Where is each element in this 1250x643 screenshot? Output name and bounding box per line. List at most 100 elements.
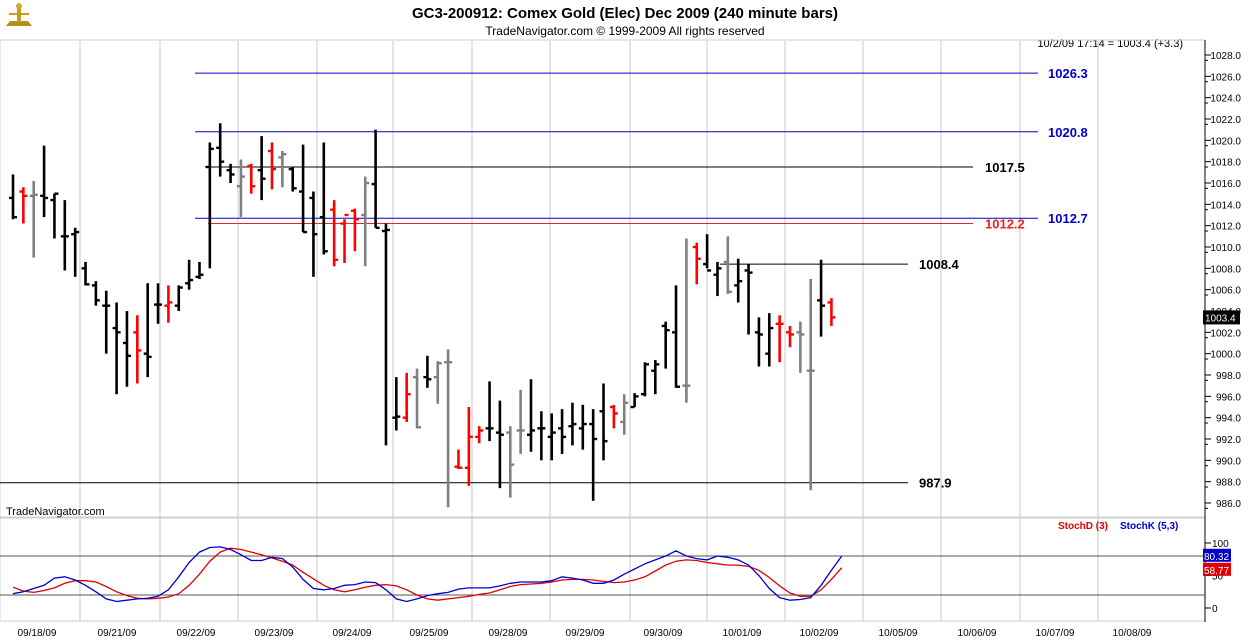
y-tick-label: 1028.0 <box>1210 51 1241 62</box>
ohlc-bar <box>216 123 225 177</box>
ohlc-bar <box>433 361 442 404</box>
ohlc-bar <box>537 411 546 461</box>
y-tick-label: 1024.0 <box>1210 94 1241 105</box>
stoch-line <box>12 546 843 603</box>
ohlc-bar <box>464 407 473 486</box>
x-tick-label: 10/06/09 <box>958 628 997 639</box>
ohlc-bar <box>257 136 266 201</box>
ohlc-bar <box>392 377 401 431</box>
ohlc-bar <box>319 142 328 255</box>
level-label: 1017.5 <box>985 160 1025 175</box>
ohlc-bar <box>9 174 17 220</box>
ohlc-bar <box>786 325 794 348</box>
ohlc-bar <box>195 261 204 279</box>
ohlc-bar <box>599 383 608 461</box>
ohlc-bar <box>547 413 556 461</box>
ohlc-bar <box>444 349 453 508</box>
ohlc-bar <box>609 404 618 429</box>
level-label: 1020.8 <box>1048 125 1088 140</box>
ohlc-bar <box>288 167 297 192</box>
date-axis: 09/18/09 09/21/09 09/22/09 09/23/09 09/24/09… <box>18 628 1152 639</box>
y-tick-label: 1012.0 <box>1210 222 1241 233</box>
ohlc-bar <box>361 176 370 267</box>
ohlc-bar <box>506 426 515 498</box>
legend-stochk: StochK (5,3) <box>1120 521 1178 532</box>
y-tick-label: 996.0 <box>1216 392 1241 403</box>
ohlc-bar <box>765 313 774 367</box>
watermark: TradeNavigator.com <box>6 506 105 518</box>
y-tick-label: 998.0 <box>1216 371 1241 382</box>
y-tick-label: 1026.0 <box>1210 72 1241 83</box>
chart-subtitle: TradeNavigator.com © 1999-2009 All right… <box>485 24 764 38</box>
ohlc-bar <box>661 321 670 369</box>
x-tick-label: 09/25/09 <box>410 628 449 639</box>
x-tick-label: 10/02/09 <box>800 628 839 639</box>
stoch-d-tag <box>1203 562 1231 576</box>
y-tick-label: 1018.0 <box>1210 158 1241 169</box>
ohlc-bar <box>817 259 826 337</box>
ohlc-bar <box>454 449 463 469</box>
ohlc-bar <box>620 394 629 435</box>
ohlc-bar <box>692 242 701 285</box>
ohlc-bar <box>754 317 763 367</box>
ohlc-bar <box>713 261 722 297</box>
y-tick-label: 986.0 <box>1216 499 1241 510</box>
x-tick-label: 10/08/09 <box>1113 628 1152 639</box>
x-tick-label: 09/23/09 <box>255 628 294 639</box>
y-tick-label: 1020.0 <box>1210 136 1241 147</box>
price-levels: 1026.3 1020.8 1017.5 1012.7 1012.2 1008.4 987.… <box>0 66 1088 491</box>
ohlc-bar <box>29 180 38 258</box>
x-tick-label: 10/07/09 <box>1036 628 1075 639</box>
ohlc-bar <box>299 144 308 234</box>
ohlc-bar <box>205 142 214 269</box>
y-tick-label: 1022.0 <box>1210 115 1241 126</box>
x-tick-label: 09/29/09 <box>566 628 605 639</box>
stoch-k-tag-label: 80.32 <box>1204 552 1229 563</box>
x-tick-label: 10/05/09 <box>879 628 918 639</box>
ohlc-bar <box>174 285 183 311</box>
stoch-d-tag-label: 58.77 <box>1204 566 1229 577</box>
chart-title: GC3-200912: Comex Gold (Elec) Dec 2009 (… <box>412 5 838 22</box>
x-tick-label: 09/24/09 <box>333 628 372 639</box>
ohlc-bar <box>423 355 432 388</box>
ohlc-bar <box>402 372 411 422</box>
stoch-line <box>12 547 843 601</box>
ohlc-bar <box>247 163 256 194</box>
last-quote: 10/2/09 17:14 = 1003.4 (+3.3) <box>1037 38 1183 50</box>
y-tick-label: 990.0 <box>1216 456 1241 467</box>
ohlc-bar <box>381 223 390 446</box>
ohlc-bar <box>164 285 173 323</box>
stoch-y-label: 100 <box>1212 539 1229 550</box>
y-tick-label: 1006.0 <box>1210 286 1241 297</box>
price-tag-label: 1003.4 <box>1205 313 1236 324</box>
stoch-y-label: 0 <box>1212 604 1218 615</box>
y-tick-label: 1000.0 <box>1210 350 1241 361</box>
level-label: 1012.2 <box>985 217 1025 232</box>
stochastic-panel <box>0 546 1205 603</box>
ohlc-bar <box>495 400 504 489</box>
stoch-panel-frame <box>0 517 1206 622</box>
logo-icon <box>6 3 32 26</box>
x-tick-label: 09/22/09 <box>177 628 216 639</box>
ohlc-bar <box>413 368 422 429</box>
ohlc-bar <box>475 426 484 444</box>
stoch-axis: 0 50 100 80.32 58.77 <box>1203 539 1231 615</box>
day-separators <box>79 41 1099 621</box>
x-tick-label: 09/18/09 <box>18 628 57 639</box>
ohlc-bar <box>806 279 815 491</box>
ohlc-bar <box>143 283 152 378</box>
ohlc-bar <box>589 409 598 501</box>
ohlc-bar <box>744 264 753 335</box>
ohlc-bar <box>682 238 691 403</box>
ohlc-bar <box>133 315 142 384</box>
ohlc-bar <box>578 404 587 450</box>
ohlc-bar <box>50 192 59 239</box>
x-tick-label: 09/30/09 <box>644 628 683 639</box>
ohlc-bar <box>102 290 111 354</box>
y-tick-label: 994.0 <box>1216 414 1241 425</box>
level-label: 987.9 <box>919 476 952 491</box>
y-tick-label: 992.0 <box>1216 435 1241 446</box>
ohlc-bar <box>330 200 339 267</box>
ohlc-bar <box>350 208 359 252</box>
